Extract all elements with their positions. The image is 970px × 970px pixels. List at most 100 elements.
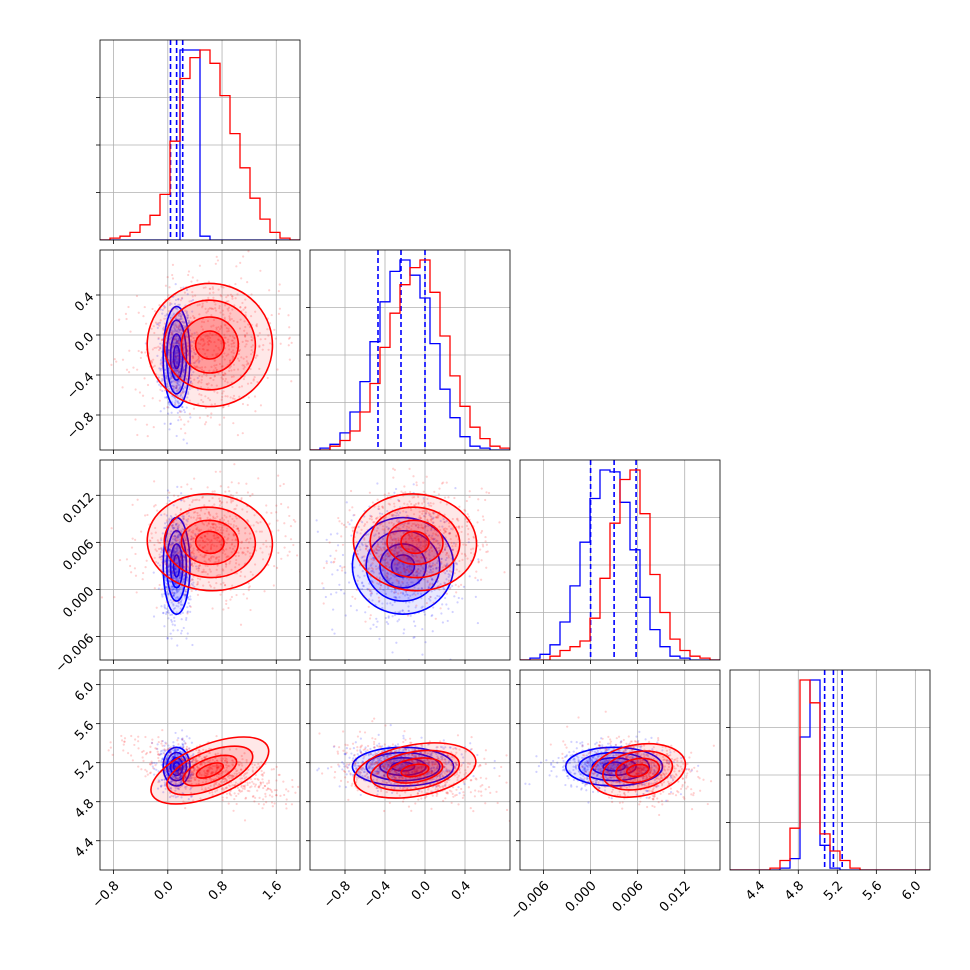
- sample-point: [244, 298, 247, 301]
- sample-point: [256, 354, 259, 357]
- sample-point: [301, 557, 303, 559]
- sample-point: [250, 293, 253, 296]
- sample-point: [228, 366, 231, 369]
- sample-point: [444, 596, 447, 600]
- sample-point: [175, 325, 178, 328]
- sample-point: [174, 731, 177, 735]
- sample-point: [236, 320, 239, 324]
- sample-point: [421, 628, 424, 631]
- sample-point: [189, 595, 192, 598]
- sample-point: [187, 602, 190, 605]
- sample-point: [434, 617, 437, 620]
- sample-point: [225, 300, 228, 303]
- sample-point: [178, 329, 182, 332]
- sample-point: [341, 566, 344, 569]
- sample-point: [192, 407, 196, 410]
- sample-point: [195, 331, 198, 334]
- sample-point: [165, 521, 169, 524]
- sample-point: [219, 470, 222, 473]
- sample-point: [217, 372, 220, 375]
- sample-point: [171, 588, 174, 591]
- sample-point: [165, 514, 168, 517]
- sample-point: [175, 386, 178, 390]
- sample-point: [369, 627, 372, 630]
- sample-point: [172, 385, 175, 389]
- sample-point: [129, 330, 132, 333]
- sample-point: [177, 588, 181, 591]
- sample-point: [246, 403, 249, 407]
- sample-point: [177, 354, 180, 357]
- sample-point: [169, 316, 172, 320]
- sample-point: [243, 334, 247, 337]
- sample-point: [214, 353, 218, 356]
- sample-point: [177, 372, 181, 375]
- sample-point: [149, 359, 153, 362]
- sample-point: [167, 294, 170, 297]
- sample-point: [437, 493, 441, 496]
- sample-point: [446, 619, 449, 623]
- sample-point: [166, 592, 170, 595]
- sample-point: [370, 591, 373, 595]
- sample-point: [259, 404, 263, 407]
- sample-point: [151, 397, 154, 400]
- sample-point: [221, 392, 224, 395]
- sample-point: [158, 583, 161, 587]
- sample-point: [176, 388, 179, 392]
- sample-point: [128, 349, 131, 352]
- sample-point: [180, 629, 183, 632]
- sample-point: [343, 592, 346, 595]
- sample-point: [175, 365, 178, 368]
- sample-point: [189, 339, 192, 342]
- sample-point: [181, 344, 185, 347]
- sample-point: [181, 406, 184, 409]
- sample-point: [180, 632, 183, 635]
- sample-point: [231, 295, 234, 298]
- sample-point: [174, 557, 178, 560]
- sample-point: [181, 361, 184, 364]
- sample-point: [384, 616, 387, 620]
- sample-point: [222, 416, 226, 419]
- sample-point: [192, 581, 195, 584]
- sample-point: [424, 641, 427, 644]
- sample-point: [265, 504, 268, 507]
- sample-point: [373, 587, 376, 591]
- sample-point: [179, 552, 182, 556]
- sample-point: [395, 641, 398, 644]
- sample-point: [164, 372, 168, 375]
- sample-point: [187, 336, 190, 339]
- sample-point: [164, 389, 167, 392]
- axes-frame: [99, 249, 301, 451]
- sample-point: [250, 349, 253, 352]
- sample-point: [157, 348, 161, 352]
- sample-point: [176, 411, 179, 414]
- sample-point: [378, 599, 381, 602]
- sample-point: [176, 400, 180, 403]
- sample-point: [223, 316, 226, 319]
- sample-point: [185, 735, 188, 738]
- sample-point: [454, 583, 457, 586]
- sample-point: [167, 559, 171, 562]
- sample-point: [179, 574, 182, 578]
- sample-point: [265, 511, 268, 514]
- sample-point: [241, 402, 245, 406]
- sample-point: [438, 487, 441, 490]
- sample-point: [199, 335, 202, 339]
- sample-point: [173, 619, 176, 623]
- sample-point: [191, 382, 194, 385]
- sample-point: [212, 291, 215, 294]
- sample-point: [163, 625, 166, 628]
- sample-point: [231, 494, 234, 497]
- sample-point: [528, 523, 530, 525]
- sample-point: [462, 585, 466, 588]
- sample-point: [205, 382, 208, 386]
- sample-point: [155, 606, 158, 609]
- sample-point: [178, 328, 182, 331]
- sample-point: [193, 361, 196, 364]
- sample-point: [167, 351, 171, 354]
- sample-point: [205, 334, 209, 337]
- hist-panel-0: [96, 39, 301, 244]
- sample-point: [171, 331, 174, 334]
- sample-point: [179, 607, 182, 610]
- sample-point: [468, 495, 471, 499]
- sample-point: [254, 310, 257, 313]
